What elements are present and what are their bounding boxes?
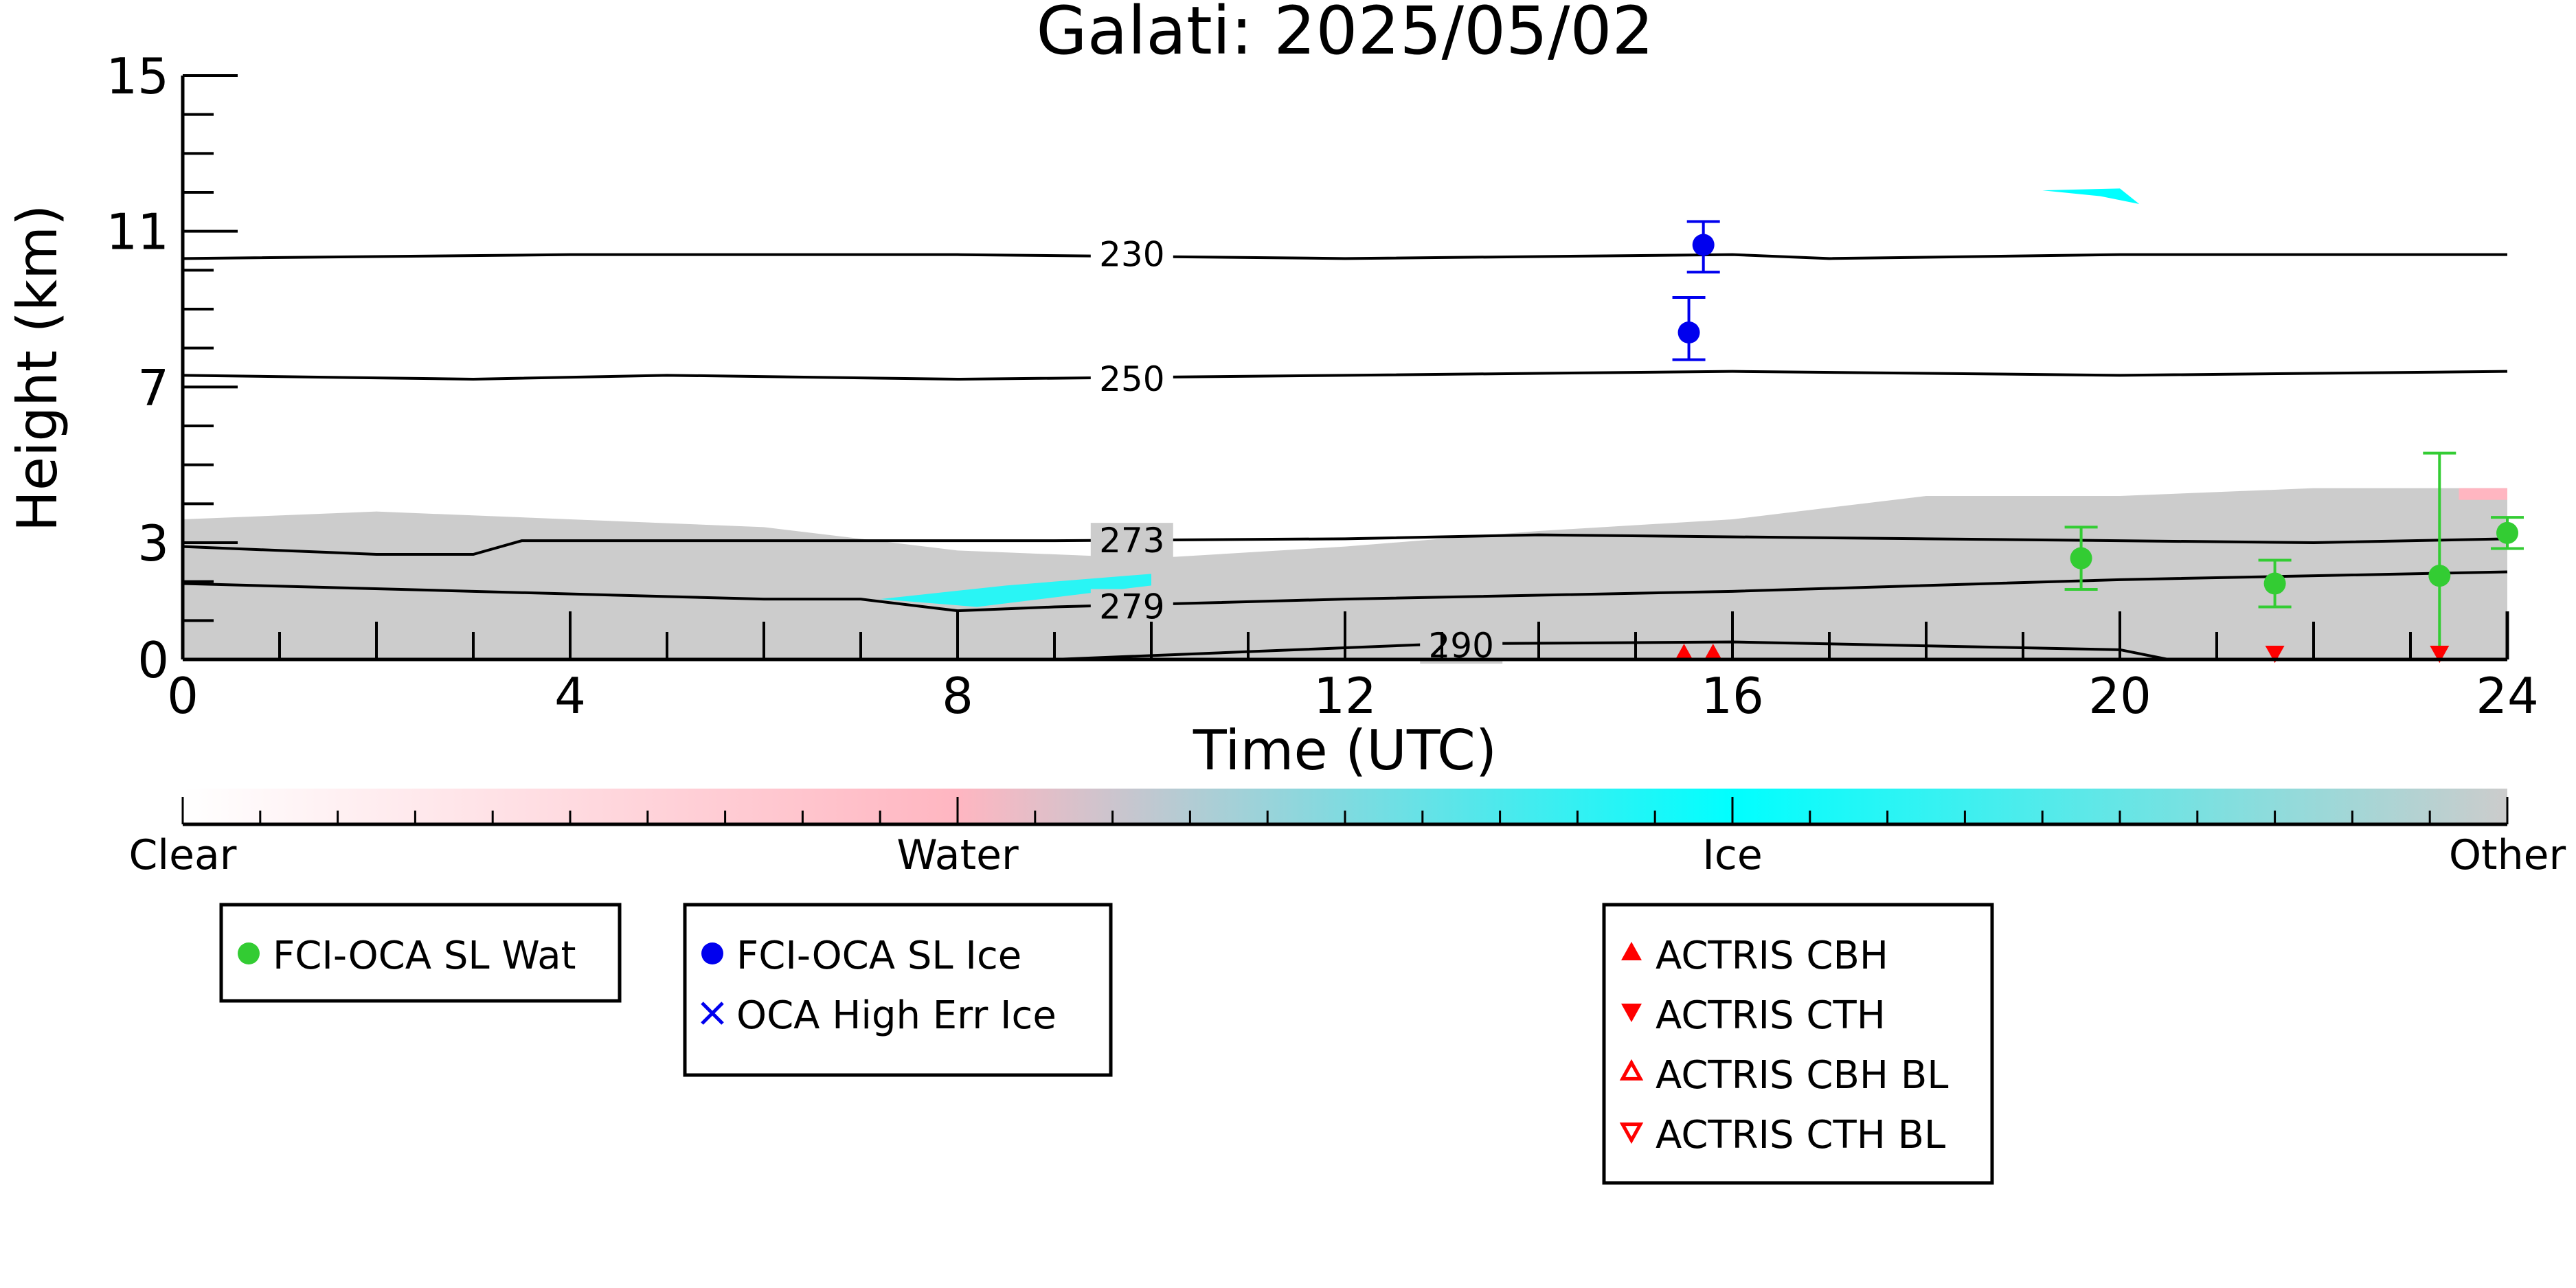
contour-279 xyxy=(182,570,2508,613)
data-point xyxy=(2263,572,2286,595)
legend-box xyxy=(1602,903,1994,1185)
legend-entry: FCI-OCA SL Wat xyxy=(273,934,576,978)
x-tick-label: 8 xyxy=(942,667,973,725)
legend-box xyxy=(683,903,1113,1077)
contour-label: 273 xyxy=(1099,521,1164,561)
legend-box xyxy=(219,903,622,1003)
colorbar-label: Ice xyxy=(1702,831,1763,879)
contour-250 xyxy=(182,370,2508,381)
ice-region-high xyxy=(2042,188,2140,204)
contour-230 xyxy=(182,253,2507,260)
legend-marker xyxy=(701,1002,724,1025)
legend-entry: ACTRIS CTH xyxy=(1656,993,1886,1038)
legend-marker xyxy=(701,942,723,964)
legend-entry: ACTRIS CBH BL xyxy=(1656,1053,1948,1098)
contour-label-bg xyxy=(1090,236,1173,273)
colorbar: Clear Water Ice Other xyxy=(129,789,2566,879)
x-tick-label: 4 xyxy=(554,667,586,725)
contour-label: 279 xyxy=(1099,587,1164,627)
legend-entry: FCI-OCA SL Ice xyxy=(736,934,1021,978)
legend-marker xyxy=(238,942,260,964)
other-region xyxy=(183,488,2507,659)
contour-273 xyxy=(182,533,2508,556)
y-tick-label: 3 xyxy=(137,515,169,572)
data-point xyxy=(1692,234,1715,256)
contour-label-bg xyxy=(1090,523,1173,559)
contour-label-bg xyxy=(1090,589,1173,625)
contour-label-bg xyxy=(1090,361,1173,397)
data-point xyxy=(2428,565,2451,587)
colorbar-label: Other xyxy=(2449,831,2566,879)
x-axis-label: Time (UTC) xyxy=(1193,719,1497,782)
y-tick-label: 7 xyxy=(137,359,169,416)
y-tick-label: 0 xyxy=(137,631,169,689)
plot-background xyxy=(183,188,2507,659)
data-point xyxy=(1703,644,1723,662)
data-point xyxy=(1677,321,1700,343)
data-point xyxy=(2070,547,2092,569)
legend-marker xyxy=(1621,942,1642,960)
y-axis-label: Height (km) xyxy=(5,205,69,532)
legend-marker xyxy=(1621,1004,1642,1022)
ice-region xyxy=(880,574,1151,607)
contour-label: 230 xyxy=(1099,235,1164,275)
axes: 0 3 7 11 15 0 4 8 12 16 20 24 xyxy=(106,47,2538,725)
data-point xyxy=(1674,644,1694,662)
colorbar-label: Water xyxy=(896,831,1019,879)
y-tick-label: 11 xyxy=(106,203,169,261)
data-point xyxy=(2265,645,2285,664)
y-tick-label: 15 xyxy=(106,47,169,105)
legend-entry: ACTRIS CTH BL xyxy=(1656,1113,1945,1157)
colorbar-label: Clear xyxy=(129,831,237,879)
x-tick-label: 16 xyxy=(1701,667,1764,725)
legends: FCI-OCA SL Wat FCI-OCA SL Ice OCA High Err… xyxy=(219,903,1994,1185)
data-point xyxy=(2496,521,2518,544)
legend-entry: OCA High Err Ice xyxy=(736,993,1057,1038)
chart-title: Galati: 2025/05/02 xyxy=(1036,0,1653,69)
legend-marker xyxy=(1619,1122,1644,1144)
data-point xyxy=(2430,645,2450,664)
contour-label: 250 xyxy=(1099,359,1164,399)
legend-entry: ACTRIS CBH xyxy=(1656,934,1888,978)
x-tick-label: 20 xyxy=(2088,667,2151,725)
contour-290 xyxy=(1054,640,2169,661)
x-tick-label: 0 xyxy=(167,667,199,725)
water-region xyxy=(2459,488,2507,500)
x-tick-label: 24 xyxy=(2476,667,2539,725)
legend-marker xyxy=(1619,1059,1644,1081)
x-tick-label: 12 xyxy=(1313,667,1377,725)
